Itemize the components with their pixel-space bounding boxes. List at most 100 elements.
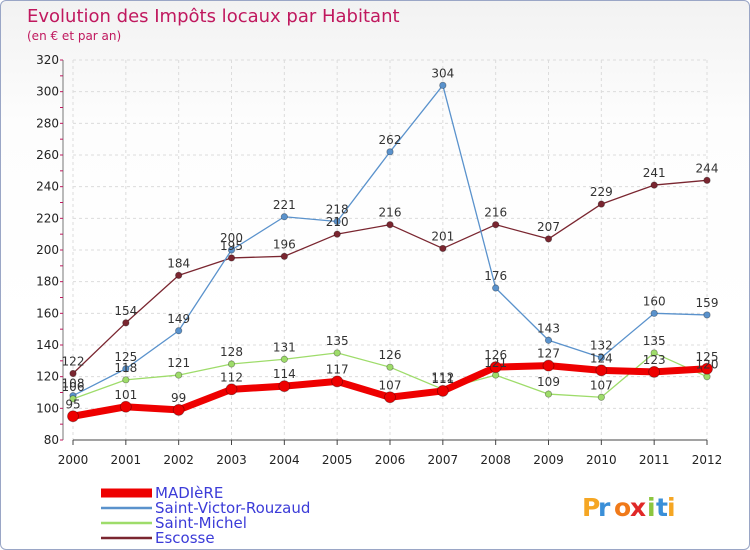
logo-letter: o bbox=[614, 493, 631, 522]
data-point bbox=[333, 349, 341, 357]
x-tick-label: 2001 bbox=[111, 453, 142, 467]
x-tick-label: 2009 bbox=[533, 453, 564, 467]
data-label: 107 bbox=[379, 378, 402, 392]
data-point bbox=[122, 376, 130, 384]
data-point bbox=[597, 393, 605, 401]
data-point bbox=[67, 410, 79, 423]
data-point bbox=[650, 181, 658, 189]
data-point bbox=[69, 395, 77, 403]
data-point bbox=[175, 371, 183, 379]
data-point bbox=[492, 284, 500, 292]
data-point bbox=[227, 360, 236, 368]
data-label: 216 bbox=[379, 206, 402, 220]
y-tick-label: 120 bbox=[36, 370, 59, 384]
axis-layer: 80 100 120 140 160 180 200 220 240 260 280 300 320 20… bbox=[36, 53, 722, 467]
data-point bbox=[597, 200, 605, 208]
data-label: 210 bbox=[326, 215, 349, 229]
data-label: 135 bbox=[326, 334, 349, 348]
x-tick-label: 2000 bbox=[58, 453, 89, 467]
x-tick-label: 2011 bbox=[639, 453, 670, 467]
data-point bbox=[331, 375, 344, 388]
data-point bbox=[280, 213, 288, 221]
data-label: 304 bbox=[431, 66, 454, 80]
data-point bbox=[122, 365, 130, 373]
data-point bbox=[69, 369, 77, 378]
x-tick-label: 2003 bbox=[216, 453, 247, 467]
data-label: 131 bbox=[273, 340, 296, 354]
x-tick-label: 2010 bbox=[586, 453, 617, 467]
data-point bbox=[595, 364, 608, 377]
x-tick-label: 2005 bbox=[322, 453, 353, 467]
data-point bbox=[225, 383, 238, 396]
data-label: 99 bbox=[171, 391, 186, 405]
data-point bbox=[386, 148, 394, 156]
y-tick-label: 80 bbox=[44, 433, 59, 447]
data-label: 216 bbox=[484, 206, 507, 220]
data-point bbox=[650, 309, 658, 317]
y-tick-label: 280 bbox=[36, 116, 59, 130]
chart-title: Evolution des Impôts locaux par Habitant bbox=[27, 6, 400, 27]
data-point bbox=[280, 355, 288, 363]
data-label: 244 bbox=[696, 161, 719, 175]
data-point bbox=[703, 176, 711, 184]
data-label: 125 bbox=[696, 350, 719, 364]
x-tick-label: 2012 bbox=[692, 453, 723, 467]
data-label: 122 bbox=[62, 355, 85, 369]
data-label: 106 bbox=[62, 380, 85, 394]
data-point bbox=[119, 400, 132, 413]
data-point bbox=[122, 319, 130, 327]
data-label: 196 bbox=[273, 237, 296, 251]
legend-label: Saint-Victor-Rouzaud bbox=[155, 499, 310, 517]
data-point bbox=[384, 391, 396, 404]
data-point bbox=[701, 362, 713, 375]
data-label: 149 bbox=[167, 312, 190, 326]
data-label: 108 bbox=[62, 377, 85, 391]
data-point bbox=[386, 363, 394, 371]
data-label: 184 bbox=[167, 256, 190, 270]
y-tick-label: 100 bbox=[36, 401, 59, 415]
data-label: 121 bbox=[167, 356, 190, 370]
y-tick-label: 200 bbox=[36, 243, 59, 257]
data-label: 160 bbox=[643, 294, 666, 308]
logo-letter: i bbox=[647, 493, 656, 522]
y-tick-label: 220 bbox=[36, 211, 59, 225]
logo-letter: P bbox=[582, 493, 600, 522]
data-point bbox=[436, 385, 449, 397]
data-label: 154 bbox=[114, 304, 137, 318]
proxiti-logo: Pr ox i t i bbox=[582, 493, 676, 522]
data-label: 112 bbox=[220, 370, 243, 384]
data-point bbox=[648, 366, 661, 378]
data-label: 262 bbox=[379, 133, 402, 147]
data-label: 112 bbox=[431, 370, 454, 384]
data-label: 221 bbox=[273, 198, 296, 212]
data-label: 120 bbox=[696, 358, 719, 372]
data-label: 143 bbox=[537, 321, 560, 335]
logo-letter: r bbox=[598, 493, 611, 522]
data-label: 159 bbox=[696, 296, 719, 310]
x-tick-label: 2007 bbox=[428, 453, 459, 467]
data-point bbox=[333, 217, 341, 226]
y-tick-label: 140 bbox=[36, 338, 59, 352]
x-tick-label: 2008 bbox=[480, 453, 511, 467]
data-label: 195 bbox=[220, 239, 243, 253]
data-label: 176 bbox=[484, 269, 507, 283]
data-point bbox=[333, 230, 341, 238]
data-label: 101 bbox=[114, 388, 137, 402]
y-tick-label: 160 bbox=[36, 306, 59, 320]
x-tick-label: 2002 bbox=[163, 453, 194, 467]
data-point bbox=[544, 235, 553, 243]
data-label: 126 bbox=[379, 348, 402, 362]
data-label: 200 bbox=[220, 231, 243, 245]
data-point bbox=[492, 221, 500, 229]
data-point bbox=[542, 359, 555, 372]
data-label: 107 bbox=[590, 378, 613, 392]
data-label: 127 bbox=[537, 347, 560, 361]
data-label: 117 bbox=[326, 362, 349, 376]
data-point bbox=[439, 244, 447, 253]
legend-label: Saint-Michel bbox=[155, 514, 247, 532]
data-point bbox=[597, 354, 605, 362]
data-point bbox=[489, 361, 502, 374]
data-label: 95 bbox=[65, 397, 80, 411]
y-tick-label: 260 bbox=[36, 148, 59, 162]
data-point bbox=[544, 390, 553, 398]
